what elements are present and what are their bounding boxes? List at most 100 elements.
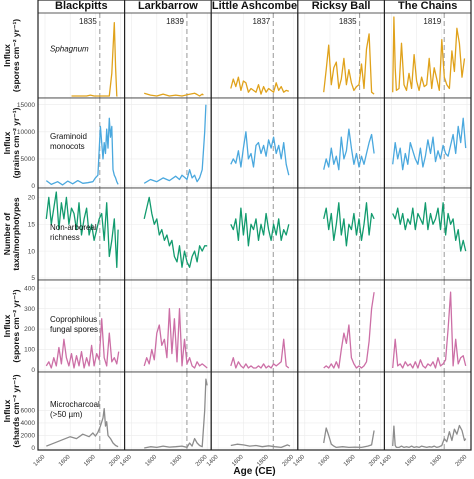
- series-line-coprophilous: [143, 307, 208, 369]
- panel-background: [124, 188, 212, 280]
- panel-microcharcoal-2: [210, 371, 299, 451]
- panel-microcharcoal-4: [383, 371, 472, 451]
- series-line-sphagnum: [144, 92, 204, 97]
- site-title: Ricksy Ball: [312, 0, 371, 12]
- panel-graminoid-0: [37, 97, 125, 189]
- panel-richness-4: [383, 187, 472, 281]
- panel-background: [124, 13, 212, 98]
- series-line-coprophilous: [45, 318, 120, 369]
- panel-background: [211, 372, 298, 450]
- x-tick-label: 1600: [404, 454, 418, 468]
- row-label-sphagnum: Sphagnum: [50, 45, 89, 54]
- panel-richness-2: [210, 187, 299, 281]
- panel-background: [297, 372, 385, 450]
- x-tick-label: 1600: [318, 454, 332, 468]
- panel-background: [38, 280, 125, 372]
- series-line-microcharcoal: [144, 378, 208, 449]
- y-axis-title-line: Influx: [2, 399, 12, 422]
- x-tick-label: 1600: [58, 454, 72, 468]
- y-axis-title: Influx(shards cm⁻² yr⁻¹): [2, 374, 21, 447]
- x-tick-label: 1800: [170, 454, 184, 468]
- y-axis-title-line: Influx: [2, 44, 12, 67]
- panel-background: [38, 98, 125, 188]
- series-line-graminoid: [323, 128, 375, 171]
- y-tick-label: 10: [28, 248, 36, 255]
- figure-border: [37, 0, 472, 451]
- panel-background: [211, 13, 298, 98]
- y-tick-label: 0: [31, 183, 35, 190]
- series-line-graminoid: [143, 104, 207, 184]
- site-title: Larkbarrow: [138, 0, 198, 12]
- y-axis-title-line: Influx: [2, 314, 12, 337]
- y-tick-label: 15: [28, 221, 36, 228]
- panel-sphagnum-0: 1835: [37, 12, 125, 99]
- row-label-line: Non-arboreal: [50, 223, 97, 232]
- row-label-richness: Non-arboreal richness: [50, 223, 97, 242]
- row-label-line: Microcharcoal: [50, 400, 100, 409]
- y-tick-label: 300: [24, 306, 35, 313]
- event-year-label: 1819: [423, 17, 441, 26]
- series-line-sphagnum: [230, 76, 290, 95]
- y-tick-label: 0: [31, 445, 35, 452]
- row-label-graminoid: Graminoid monocots: [50, 132, 87, 151]
- event-year-label: 1839: [166, 17, 184, 26]
- panel-microcharcoal-0: [37, 371, 125, 451]
- y-axis-title-line: (spores cm⁻² yr⁻¹): [11, 19, 21, 92]
- x-tick-label: 1400: [33, 454, 47, 468]
- y-tick-label: 6000: [21, 408, 36, 415]
- row-label-line: (>50 µm): [50, 410, 83, 419]
- series-line-coprophilous: [230, 338, 290, 369]
- series-line-coprophilous: [323, 292, 375, 369]
- series-line-microcharcoal: [230, 443, 291, 449]
- x-tick-label: 1800: [83, 454, 97, 468]
- x-tick-label: 1400: [206, 454, 220, 468]
- y-tick-label: 4000: [21, 420, 36, 427]
- panel-background: [297, 280, 385, 372]
- panel-coprophilous-2: [210, 279, 299, 373]
- y-tick-label: 10000: [17, 129, 35, 136]
- x-tick-label: 1800: [343, 454, 357, 468]
- series-line-microcharcoal: [392, 424, 467, 449]
- y-tick-label: 0: [31, 367, 35, 374]
- panel-richness-0: [37, 187, 125, 281]
- site-title: Blackpitts: [55, 0, 108, 12]
- y-axis-title: Influx(spores cm⁻² yr⁻¹): [2, 289, 21, 362]
- panel-coprophilous-3: [297, 279, 385, 373]
- event-year-label: 1837: [252, 17, 270, 26]
- x-tick-label: 1400: [119, 454, 133, 468]
- y-axis-title: Influx(spores cm⁻² yr⁻¹): [2, 19, 21, 92]
- x-axis-title: Age (CE): [233, 466, 275, 477]
- row-label-line: Coprophilous: [50, 315, 97, 324]
- y-tick-label: 2000: [21, 433, 36, 440]
- series-line-richness: [143, 196, 208, 268]
- panel-background: [211, 188, 298, 280]
- y-tick-label: 5000: [21, 156, 36, 163]
- panel-background: [38, 372, 125, 450]
- y-tick-label: 400: [24, 285, 35, 292]
- panel-coprophilous-1: [124, 279, 212, 373]
- site-title: The Chains: [398, 0, 457, 12]
- y-axis-title-line: Influx: [2, 131, 12, 154]
- row-label-line: Sphagnum: [50, 45, 89, 54]
- y-tick-label: 200: [24, 326, 35, 333]
- x-tick-label: 1800: [430, 454, 444, 468]
- panel-background: [384, 372, 471, 450]
- y-axis-title-line: (shards cm⁻² yr⁻¹): [11, 374, 21, 447]
- panel-graminoid-2: [210, 97, 299, 189]
- row-label-coprophilous: Coprophilous fungal spores: [50, 315, 98, 334]
- y-axis-title-line: (grains cm⁻² yr⁻¹): [11, 107, 21, 178]
- panel-background: [384, 280, 471, 372]
- row-label-line: fungal spores: [50, 325, 98, 334]
- y-tick-label: 15000: [17, 102, 35, 109]
- series-line-coprophilous: [392, 291, 467, 369]
- x-tick-label: 1600: [145, 454, 159, 468]
- series-line-sphagnum: [392, 16, 466, 93]
- row-label-line: richness: [50, 233, 80, 242]
- row-label-microcharcoal: Microcharcoal (>50 µm): [50, 400, 100, 419]
- panel-sphagnum-3: 1835: [297, 12, 385, 99]
- series-line-graminoid: [230, 131, 290, 176]
- y-tick-label: 5: [31, 275, 35, 282]
- panel-sphagnum-2: 1837: [210, 12, 299, 99]
- y-axis-title-line: (spores cm⁻² yr⁻¹): [11, 289, 21, 362]
- panel-richness-1: [124, 187, 212, 281]
